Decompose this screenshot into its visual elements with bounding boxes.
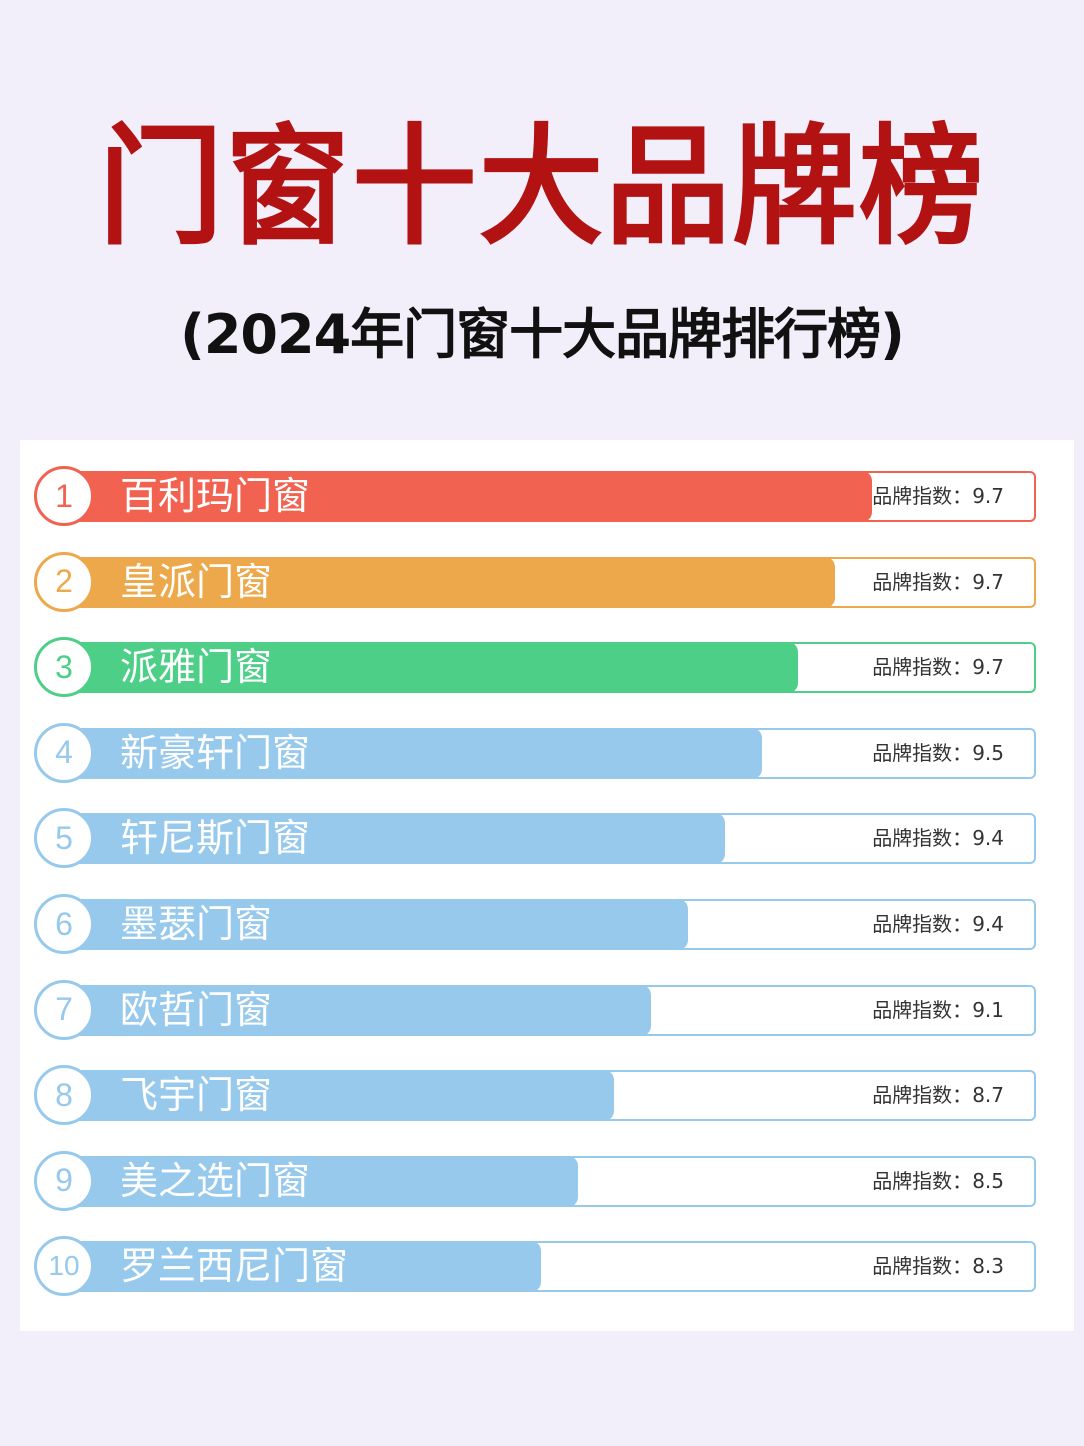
score-value: 9.7 [972, 484, 1004, 508]
score-value: 8.3 [972, 1254, 1004, 1279]
rank-badge: 4 [34, 722, 94, 783]
page-title: 门窗十大品牌榜 [98, 111, 986, 263]
ranking-row: 1 百利玛门窗 品牌指数：9.7 [34, 466, 1036, 526]
rank-badge: 3 [34, 637, 94, 698]
ranking-row: 2 皇派门窗 品牌指数：9.7 [34, 551, 1036, 612]
ranking-row: 5 轩尼斯门窗 品牌指数：9.4 [34, 808, 1036, 869]
score-caption: 品牌指数： [872, 912, 973, 936]
rank-badge: 10 [34, 1236, 94, 1297]
brand-score-label: 品牌指数：9.7 [872, 556, 1004, 608]
ranking-bar [52, 899, 688, 950]
rank-badge: 7 [34, 979, 94, 1040]
ranking-bar [52, 727, 762, 779]
score-caption: 品牌指数： [872, 997, 973, 1022]
rank-badge: 2 [34, 551, 94, 612]
score-value: 9.5 [972, 740, 1004, 765]
brand-score-label: 品牌指数：9.7 [872, 641, 1004, 693]
page-subtitle: (2024年门窗十大品牌排行榜) [180, 303, 905, 366]
rank-badge: 9 [34, 1150, 94, 1211]
score-value: 9.4 [972, 826, 1004, 851]
ranking-row: 10 罗兰西尼门窗 品牌指数：8.3 [34, 1236, 1036, 1297]
ranking-row: 6 墨瑟门窗 品牌指数：9.4 [34, 894, 1036, 954]
brand-score-label: 品牌指数：8.5 [872, 1155, 1004, 1207]
score-value: 9.7 [972, 655, 1004, 680]
score-caption: 品牌指数： [872, 569, 973, 594]
rank-badge: 8 [34, 1065, 94, 1126]
brand-name-label: 欧哲门窗 [120, 987, 273, 1032]
rank-badge: 5 [34, 808, 94, 869]
brand-score-label: 品牌指数：8.7 [872, 1069, 1004, 1121]
ranking-bar [52, 1241, 541, 1293]
brand-name-label: 百利玛门窗 [120, 474, 311, 518]
ranking-row: 9 美之选门窗 品牌指数：8.5 [34, 1150, 1036, 1211]
score-caption: 品牌指数： [872, 740, 973, 765]
brand-score-label: 品牌指数：9.5 [872, 727, 1004, 779]
brand-name-label: 派雅门窗 [120, 645, 273, 690]
brand-name-label: 轩尼斯门窗 [120, 816, 311, 861]
brand-name-label: 墨瑟门窗 [120, 902, 273, 946]
ranking-bar [52, 813, 725, 865]
score-caption: 品牌指数： [872, 655, 973, 680]
ranking-bar [52, 1155, 578, 1207]
score-caption: 品牌指数： [872, 484, 973, 508]
ranking-bar [52, 984, 652, 1036]
ranking-row: 4 新豪轩门窗 品牌指数：9.5 [34, 722, 1036, 783]
brand-name-label: 飞宇门窗 [120, 1073, 273, 1118]
brand-name-label: 新豪轩门窗 [120, 730, 311, 775]
score-caption: 品牌指数： [872, 1254, 973, 1279]
ranking-row: 8 飞宇门窗 品牌指数：8.7 [34, 1065, 1036, 1126]
brand-score-label: 品牌指数：9.1 [872, 984, 1004, 1036]
brand-name-label: 皇派门窗 [120, 559, 273, 604]
brand-score-label: 品牌指数：9.7 [872, 470, 1004, 522]
score-value: 9.4 [972, 912, 1004, 936]
score-caption: 品牌指数： [872, 1168, 973, 1193]
score-value: 9.1 [972, 997, 1004, 1022]
brand-score-label: 品牌指数：8.3 [872, 1240, 1004, 1292]
ranking-bar [52, 471, 872, 522]
brand-score-label: 品牌指数：9.4 [872, 898, 1004, 950]
ranking-bar [52, 642, 799, 694]
ranking-row: 7 欧哲门窗 品牌指数：9.1 [34, 979, 1036, 1040]
brand-name-label: 罗兰西尼门窗 [120, 1244, 349, 1289]
rank-badge: 1 [34, 466, 94, 526]
rank-badge: 6 [34, 894, 94, 954]
score-value: 9.7 [972, 569, 1004, 594]
score-caption: 品牌指数： [872, 1083, 973, 1108]
ranking-row: 3 派雅门窗 品牌指数：9.7 [34, 637, 1036, 698]
brand-name-label: 美之选门窗 [120, 1158, 311, 1203]
ranking-bar [52, 1070, 615, 1122]
ranking-chart: 1 百利玛门窗 品牌指数：9.7 2 皇派门窗 品牌指数：9.7 3 派雅门窗 品牌指数：9.7… [20, 440, 1074, 1331]
ranking-bar [52, 556, 836, 608]
score-value: 8.7 [972, 1083, 1004, 1108]
score-value: 8.5 [972, 1168, 1004, 1193]
score-caption: 品牌指数： [872, 826, 973, 851]
brand-score-label: 品牌指数：9.4 [872, 812, 1004, 864]
